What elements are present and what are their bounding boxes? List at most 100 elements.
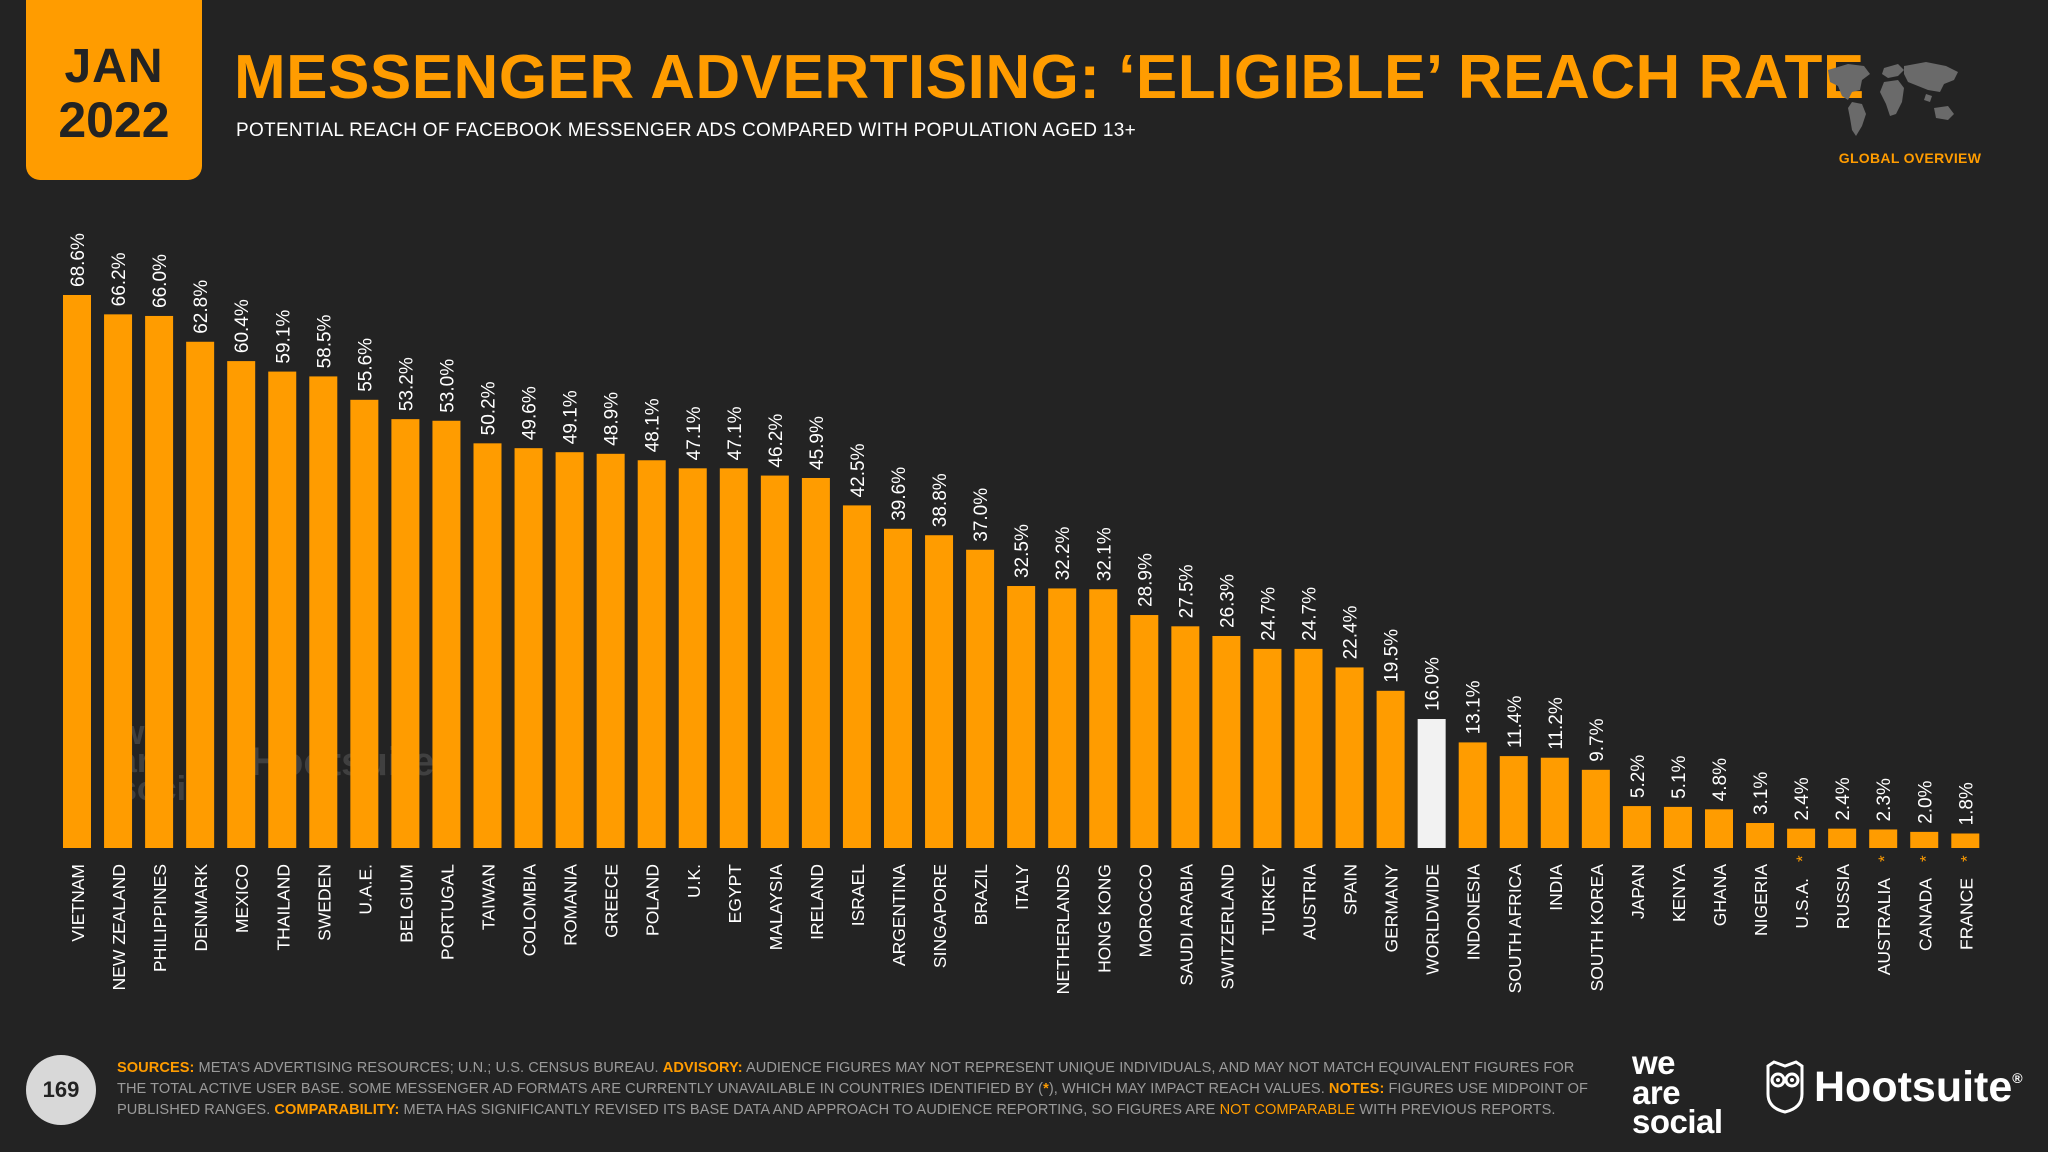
bar — [596, 453, 625, 848]
category-label: KENYA — [1669, 864, 1689, 922]
asterisk-marker: * — [1875, 855, 1894, 862]
bar — [760, 475, 789, 848]
value-label: 45.9% — [807, 416, 828, 470]
bar — [268, 371, 297, 848]
category-label: ARGENTINA — [889, 864, 909, 966]
bar — [801, 477, 830, 848]
value-label: 22.4% — [1341, 605, 1362, 659]
value-label: 60.4% — [232, 299, 253, 353]
category-label: MALAYSIA — [766, 864, 786, 951]
category-label: COLOMBIA — [520, 864, 540, 957]
page-number: 169 — [26, 1055, 96, 1125]
category-label: AUSTRIA — [1300, 864, 1320, 940]
bar — [1007, 586, 1036, 848]
value-label: 46.2% — [766, 414, 787, 468]
category-label: FRANCE — [1956, 878, 1976, 950]
value-label: 39.6% — [889, 467, 910, 521]
value-label: 55.6% — [355, 338, 376, 392]
category-label: GERMANY — [1382, 864, 1402, 953]
advisory-asterisk: * — [1043, 1081, 1049, 1097]
value-label: 50.2% — [479, 381, 500, 435]
bar — [514, 448, 543, 848]
category-label: THAILAND — [273, 864, 293, 951]
category-label: EGYPT — [725, 864, 745, 924]
bar — [1458, 742, 1487, 848]
bar — [186, 341, 215, 848]
bar — [719, 468, 748, 848]
value-label: 53.2% — [396, 357, 417, 411]
value-label: 24.7% — [1300, 587, 1321, 641]
category-label: ISRAEL — [848, 864, 868, 927]
category-label: SWITZERLAND — [1217, 864, 1237, 989]
bar — [1581, 769, 1610, 848]
badge-month: JAN — [64, 40, 164, 93]
section-label: GLOBAL OVERVIEW — [1838, 150, 1982, 166]
bar — [391, 419, 420, 848]
notes-text: FIGURES USE MIDPOINT OF PUBLISHED RANGES… — [117, 1081, 1588, 1118]
bar — [966, 549, 995, 848]
hootsuite-wordmark: Hootsuite — [1814, 1062, 2013, 1111]
category-label: NETHERLANDS — [1053, 864, 1073, 994]
value-label: 47.1% — [684, 406, 705, 460]
bar — [1171, 626, 1200, 848]
bar — [1828, 828, 1857, 848]
category-label: SOUTH KOREA — [1587, 864, 1607, 992]
value-label: 66.2% — [109, 252, 130, 306]
value-label: 5.2% — [1628, 755, 1649, 798]
category-label: NEW ZEALAND — [109, 864, 129, 990]
date-badge: JAN 2022 — [26, 0, 202, 180]
bar — [1787, 828, 1816, 848]
category-label: GHANA — [1710, 864, 1730, 927]
value-label: 49.1% — [561, 390, 582, 444]
bar — [63, 295, 91, 848]
category-label: INDIA — [1546, 864, 1566, 911]
bar — [432, 420, 461, 848]
category-label: GREECE — [602, 864, 622, 938]
bar — [1335, 667, 1364, 848]
bar — [1376, 690, 1405, 848]
value-label: 27.5% — [1176, 564, 1197, 618]
value-label: 2.4% — [1792, 777, 1813, 820]
value-label: 59.1% — [273, 310, 294, 364]
value-label: 3.1% — [1751, 772, 1772, 815]
bar — [309, 376, 338, 848]
value-label: 28.9% — [1135, 553, 1156, 607]
bar — [1417, 719, 1446, 848]
category-label: RUSSIA — [1833, 864, 1853, 929]
page-title: MESSENGER ADVERTISING: ‘ELIGIBLE’ REACH … — [234, 43, 1865, 112]
value-label: 5.1% — [1669, 755, 1690, 798]
value-label: 16.0% — [1423, 657, 1444, 711]
category-label: INDONESIA — [1464, 864, 1484, 961]
value-label: 49.6% — [520, 386, 541, 440]
value-label: 24.7% — [1258, 587, 1279, 641]
category-label: CANADA — [1915, 878, 1935, 951]
value-label: 32.5% — [1012, 524, 1033, 578]
category-label: NIGERIA — [1751, 864, 1771, 936]
category-label: MEXICO — [232, 864, 252, 933]
asterisk-marker: * — [1793, 855, 1812, 862]
value-label: 9.7% — [1587, 718, 1608, 761]
bar — [104, 314, 133, 848]
value-label: 53.0% — [437, 359, 458, 413]
value-label: 62.8% — [191, 280, 212, 334]
bar — [145, 315, 174, 848]
bar — [1663, 806, 1692, 848]
category-label: BELGIUM — [396, 864, 416, 943]
value-label: 38.8% — [930, 473, 951, 527]
value-label: 11.2% — [1546, 697, 1567, 750]
bar — [678, 468, 707, 848]
bar — [555, 452, 584, 848]
notes-label: NOTES: — [1328, 1081, 1385, 1097]
value-label: 66.0% — [150, 254, 171, 308]
value-label: 37.0% — [971, 488, 992, 542]
value-label: 47.1% — [725, 406, 746, 460]
category-label: MOROCCO — [1135, 864, 1155, 957]
advisory-text-2: ), WHICH MAY IMPACT REACH VALUES. — [1048, 1081, 1329, 1097]
bar — [884, 528, 912, 848]
world-map-icon — [1828, 62, 1958, 136]
owl-icon — [1766, 1060, 1804, 1114]
bar — [637, 460, 666, 848]
asterisk-marker: * — [1957, 855, 1976, 862]
category-label: JAPAN — [1628, 864, 1648, 919]
